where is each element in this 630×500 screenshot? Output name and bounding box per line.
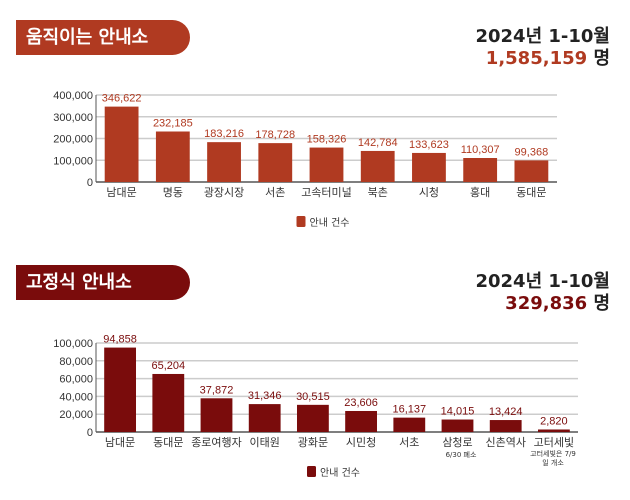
chart1-title-banner: 움직이는 안내소: [16, 20, 190, 55]
chart2-ytick-label: 20,000: [59, 409, 93, 421]
chart2-ytick-label: 80,000: [59, 356, 93, 368]
chart2-bar: [104, 347, 137, 432]
chart1-data-label: 178,728: [255, 129, 295, 141]
chart2-x-label: 서초: [399, 436, 419, 449]
chart2-title-banner: 고정식 안내소: [16, 265, 190, 300]
chart1-data-label: 99,368: [515, 146, 549, 158]
chart2-bar: [200, 398, 233, 432]
chart1-bar: [463, 158, 498, 182]
chart1-x-label: 홍대: [470, 185, 490, 199]
chart2-data-label: 14,015: [441, 406, 475, 418]
chart1-data-label: 183,216: [204, 128, 244, 140]
chart2-bar: [345, 410, 378, 432]
chart2-data-label: 2,820: [540, 415, 568, 427]
chart1-x-label: 고속터미널: [301, 186, 352, 199]
chart1-data-label: 158,326: [307, 134, 347, 146]
chart1-bar: [258, 143, 293, 182]
chart2-period: 2024년 1-10월: [475, 271, 610, 292]
chart1-x-label: 동대문: [516, 186, 546, 199]
chart2-data-label: 31,346: [248, 390, 282, 402]
chart2-x-label: 신촌역사: [485, 436, 525, 449]
chart2-bar: [152, 373, 185, 432]
chart2-bar: [537, 429, 570, 432]
chart2-data-label: 23,606: [344, 397, 378, 409]
chart1-data-label: 133,623: [409, 139, 449, 151]
chart2-x-label: 광화문: [298, 436, 328, 449]
chart2-bar: [489, 420, 522, 432]
chart1-x-label: 서촌: [265, 186, 285, 199]
chart2-data-label: 65,204: [151, 360, 185, 372]
chart2-ytick-label: 100,000: [53, 338, 93, 350]
chart1-data-label: 142,784: [358, 137, 398, 149]
chart1-bar: [514, 160, 549, 182]
chart2-total-unit: 명: [593, 293, 610, 314]
chart2-ytick-label: 40,000: [59, 391, 93, 403]
chart1-bar: [207, 142, 241, 182]
note-goteo: 고터세빛은 7/9일 개소: [530, 450, 576, 467]
chart2-data-label: 94,858: [103, 334, 137, 346]
chart2-data-label: 30,515: [296, 391, 330, 403]
chart2-total: 329,836 명: [505, 289, 610, 315]
chart2-data-label: 16,137: [392, 404, 426, 416]
chart2-x-label: 고터세빛: [534, 436, 574, 449]
chart2-ytick-label: 0: [87, 427, 93, 439]
chart1-x-label: 명동: [163, 186, 183, 199]
chart1-bar: [104, 106, 139, 182]
chart1-x-label: 시청: [419, 186, 439, 199]
chart2-x-label: 남대문: [105, 436, 135, 449]
chart1-x-label: 북촌: [368, 186, 388, 199]
chart2-bar: [441, 419, 474, 432]
chart1-bar: [412, 152, 446, 182]
chart2-total-value: 329,836: [505, 293, 588, 314]
chart1-total: 1,585,159 명: [486, 44, 610, 70]
chart1-ytick-label: 300,000: [53, 112, 93, 124]
chart2-data-label: 37,872: [200, 384, 234, 396]
chart1-ytick-label: 100,000: [53, 155, 93, 167]
chart1-total-unit: 명: [593, 48, 610, 69]
chart1-legend-label: 안내 건수: [310, 217, 350, 229]
chart2-x-label: 시민청: [346, 436, 376, 449]
chart1-bar: [360, 150, 395, 182]
chart1-legend-swatch: [296, 216, 306, 227]
chart2-x-label: 동대문: [153, 436, 183, 449]
chart2-x-label: 삼청로: [442, 436, 472, 449]
chart1-bar: [155, 131, 190, 182]
chart2-data-label: 13,424: [489, 406, 523, 418]
chart1-data-label: 232,185: [153, 117, 193, 129]
chart2-bar: [248, 404, 281, 432]
chart2-bar: [296, 404, 329, 432]
note-samcheongro: 6/30 폐소: [445, 451, 477, 459]
chart1-ytick-label: 200,000: [53, 134, 93, 146]
chart2-ytick-label: 60,000: [59, 374, 93, 386]
chart1-data-label: 110,307: [461, 144, 500, 156]
chart1-x-label: 광장시장: [204, 186, 244, 199]
chart1-data-label: 346,622: [102, 93, 142, 105]
chart2-bar: [393, 417, 426, 432]
chart1-ytick-label: 0: [87, 177, 93, 189]
chart1-period: 2024년 1-10월: [475, 26, 610, 47]
chart1-ytick-label: 400,000: [53, 90, 93, 102]
chart1-total-value: 1,585,159: [485, 48, 588, 69]
chart2-legend-swatch: [307, 466, 316, 477]
chart1-x-label: 남대문: [106, 186, 136, 199]
chart2-legend-label: 안내 건수: [320, 467, 360, 479]
chart2-x-label: 종로여행자: [191, 436, 242, 449]
chart1-bar: [309, 147, 344, 182]
chart2-x-label: 이태원: [250, 436, 280, 449]
